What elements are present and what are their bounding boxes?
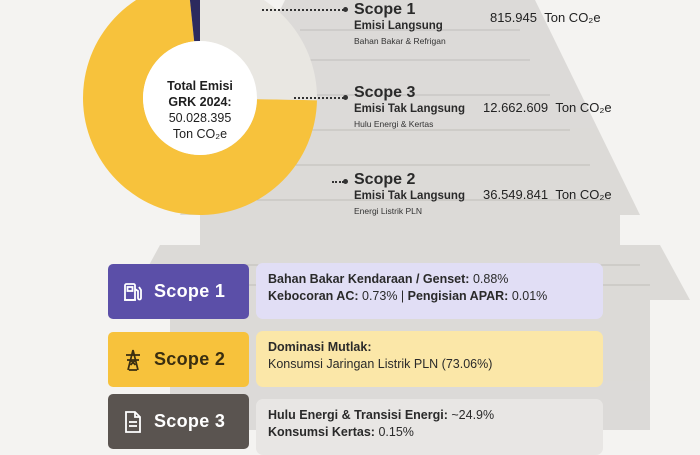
scope1-ac-value: 0.73% | <box>358 289 408 303</box>
scope3-paper-value: 0.15% <box>374 425 414 439</box>
center-total-unit: Ton CO₂e <box>172 127 228 141</box>
scope3-upstream-label: Hulu Energi & Transisi Energi: <box>268 408 448 422</box>
scope3-badge-label: Scope 3 <box>154 411 226 431</box>
scope2-label: Scope 2 Emisi Tak Langsung Energi Listri… <box>354 170 465 218</box>
leader-line-scope1 <box>262 9 344 11</box>
scope2-value-unit: Ton CO₂e <box>555 187 612 202</box>
leader-dot-scope2 <box>343 179 348 184</box>
scope2-dominance-label: Dominasi Mutlak: <box>268 340 372 354</box>
scope1-value: 815.945 Ton CO₂e <box>490 10 630 25</box>
scope3-detail-card: Hulu Energi & Transisi Energi: ~24.9% Ko… <box>256 399 603 455</box>
scope1-apar-value: 0.01% <box>508 289 548 303</box>
scope1-name: Scope 1 <box>354 1 416 18</box>
document-icon <box>120 409 146 435</box>
scope2-type: Emisi Tak Langsung <box>354 190 465 202</box>
scope2-name: Scope 2 <box>354 171 416 188</box>
scope2-badge: Scope 2 <box>108 332 249 387</box>
scope2-dominance-detail: Konsumsi Jaringan Listrik PLN (73.06%) <box>268 357 493 371</box>
scope3-upstream-value: ~24.9% <box>447 408 495 422</box>
scope3-type: Emisi Tak Langsung <box>354 103 465 115</box>
scope1-type: Emisi Langsung <box>354 20 443 32</box>
leader-line-scope2 <box>332 181 344 183</box>
scope3-paper-label: Konsumsi Kertas: <box>268 425 375 439</box>
scope3-source: Hulu Energi & Kertas <box>354 119 434 129</box>
donut-slice-scope-1 <box>189 0 200 42</box>
scope1-source: Bahan Bakar & Refrigan <box>354 36 446 46</box>
center-title-line1: Total Emisi <box>167 79 233 93</box>
scope3-name: Scope 3 <box>354 84 416 101</box>
scope3-value-unit: Ton CO₂e <box>555 100 612 115</box>
scope1-label: Scope 1 Emisi Langsung Bahan Bakar & Ref… <box>354 0 446 48</box>
scope1-detail-card: Bahan Bakar Kendaraan / Genset: 0.88% Ke… <box>256 263 603 319</box>
donut-slice-scope-2 <box>83 0 317 215</box>
center-total-value: 50.028.395 <box>168 111 232 125</box>
donut-slice-scope-3 <box>200 0 317 101</box>
scope3-value: 12.662.609 Ton CO₂e <box>483 100 623 115</box>
scope1-value-number: 815.945 <box>490 10 537 25</box>
scope3-value-number: 12.662.609 <box>483 100 549 115</box>
emission-donut-chart <box>83 0 317 215</box>
donut-hole <box>143 41 257 155</box>
donut-center-label: Total Emisi GRK 2024: 50.028.395 Ton CO₂… <box>140 78 260 142</box>
leader-dot-scope1 <box>343 7 348 12</box>
scope3-badge: Scope 3 <box>108 394 249 449</box>
fuel-pump-icon <box>120 279 146 305</box>
scope2-source: Energi Listrik PLN <box>354 206 423 216</box>
center-title-line2: GRK 2024: <box>168 95 232 109</box>
leader-line-scope3 <box>294 97 344 99</box>
power-tower-icon <box>120 347 146 373</box>
scope1-apar-label: Pengisian APAR: <box>407 289 509 303</box>
scope2-value-number: 36.549.841 <box>483 187 549 202</box>
scope1-ac-label: Kebocoran AC: <box>268 289 359 303</box>
scope1-badge-label: Scope 1 <box>154 281 226 301</box>
scope1-value-unit: Ton CO₂e <box>544 10 601 25</box>
scope1-badge: Scope 1 <box>108 264 249 319</box>
scope2-badge-label: Scope 2 <box>154 349 226 369</box>
leader-dot-scope3 <box>343 95 348 100</box>
scope1-fuel-value: 0.88% <box>469 272 509 286</box>
scope3-label: Scope 3 Emisi Tak Langsung Hulu Energi &… <box>354 83 465 131</box>
scope2-detail-card: Dominasi Mutlak: Konsumsi Jaringan Listr… <box>256 331 603 387</box>
scope1-fuel-label: Bahan Bakar Kendaraan / Genset: <box>268 272 470 286</box>
scope2-value: 36.549.841 Ton CO₂e <box>483 187 623 202</box>
